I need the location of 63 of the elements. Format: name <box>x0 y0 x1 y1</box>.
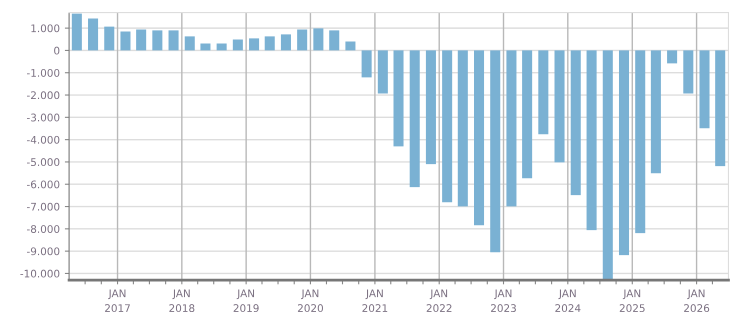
bar <box>362 50 372 78</box>
bar <box>280 34 291 50</box>
bar <box>474 50 484 226</box>
bar <box>506 50 516 206</box>
bar <box>667 50 678 64</box>
bar <box>635 50 646 234</box>
bar <box>297 29 308 50</box>
bar <box>699 50 710 128</box>
y-tick-label: -7.000 <box>26 202 60 211</box>
y-tick-label: -3.000 <box>26 114 60 122</box>
y-tick-label: -9.000 <box>26 247 60 256</box>
y-tick-label: -5.000 <box>26 158 60 166</box>
bar <box>538 50 548 134</box>
bar <box>249 38 260 50</box>
bar <box>313 28 324 50</box>
x-tick-label: JAN 2021 <box>362 289 388 312</box>
y-tick-label: 1.000 <box>31 24 60 32</box>
bar <box>264 36 275 50</box>
bar <box>184 36 195 50</box>
x-tick-label: JAN 2019 <box>234 289 259 312</box>
x-tick-label: JAN 2026 <box>684 289 710 312</box>
y-tick-label: -10.000 <box>20 270 60 278</box>
bar <box>522 50 532 178</box>
bar <box>216 44 227 50</box>
bar <box>136 29 146 50</box>
bar <box>650 50 661 174</box>
bar <box>152 30 162 50</box>
y-tick-label: -6.000 <box>26 180 60 188</box>
y-tick-label: -8.000 <box>26 225 60 233</box>
y-tick-label: -4.000 <box>26 136 60 144</box>
bar <box>410 50 420 188</box>
bar <box>586 50 597 230</box>
bar <box>602 50 613 280</box>
bar <box>442 50 452 202</box>
bar <box>393 50 404 146</box>
bar <box>683 50 694 94</box>
x-tick-label: JAN 2023 <box>491 289 516 312</box>
x-tick-label: JAN 2020 <box>298 289 323 312</box>
bar <box>200 44 210 50</box>
x-tick-label: JAN 2024 <box>555 289 580 312</box>
bar <box>426 50 436 164</box>
y-tick-label: -2.000 <box>26 91 60 100</box>
bar <box>618 50 630 256</box>
bar <box>104 26 114 50</box>
y-tick-label: -1.000 <box>26 68 60 77</box>
bar <box>378 50 388 94</box>
x-tick-label: JAN 2025 <box>620 289 645 312</box>
bar <box>715 50 726 166</box>
bar <box>88 18 98 50</box>
bar <box>120 31 130 50</box>
bar <box>570 50 581 196</box>
bar <box>345 42 356 50</box>
x-tick-label: JAN 2017 <box>105 289 130 312</box>
bar <box>490 50 500 252</box>
x-tick-label: JAN 2018 <box>169 289 194 312</box>
x-tick-label: JAN 2022 <box>426 289 452 312</box>
bar <box>554 50 565 162</box>
bar <box>458 50 468 206</box>
bar <box>168 30 179 50</box>
bar <box>329 30 340 50</box>
bar <box>232 40 243 50</box>
y-tick-label: 0 <box>54 46 60 55</box>
bar <box>72 14 82 50</box>
